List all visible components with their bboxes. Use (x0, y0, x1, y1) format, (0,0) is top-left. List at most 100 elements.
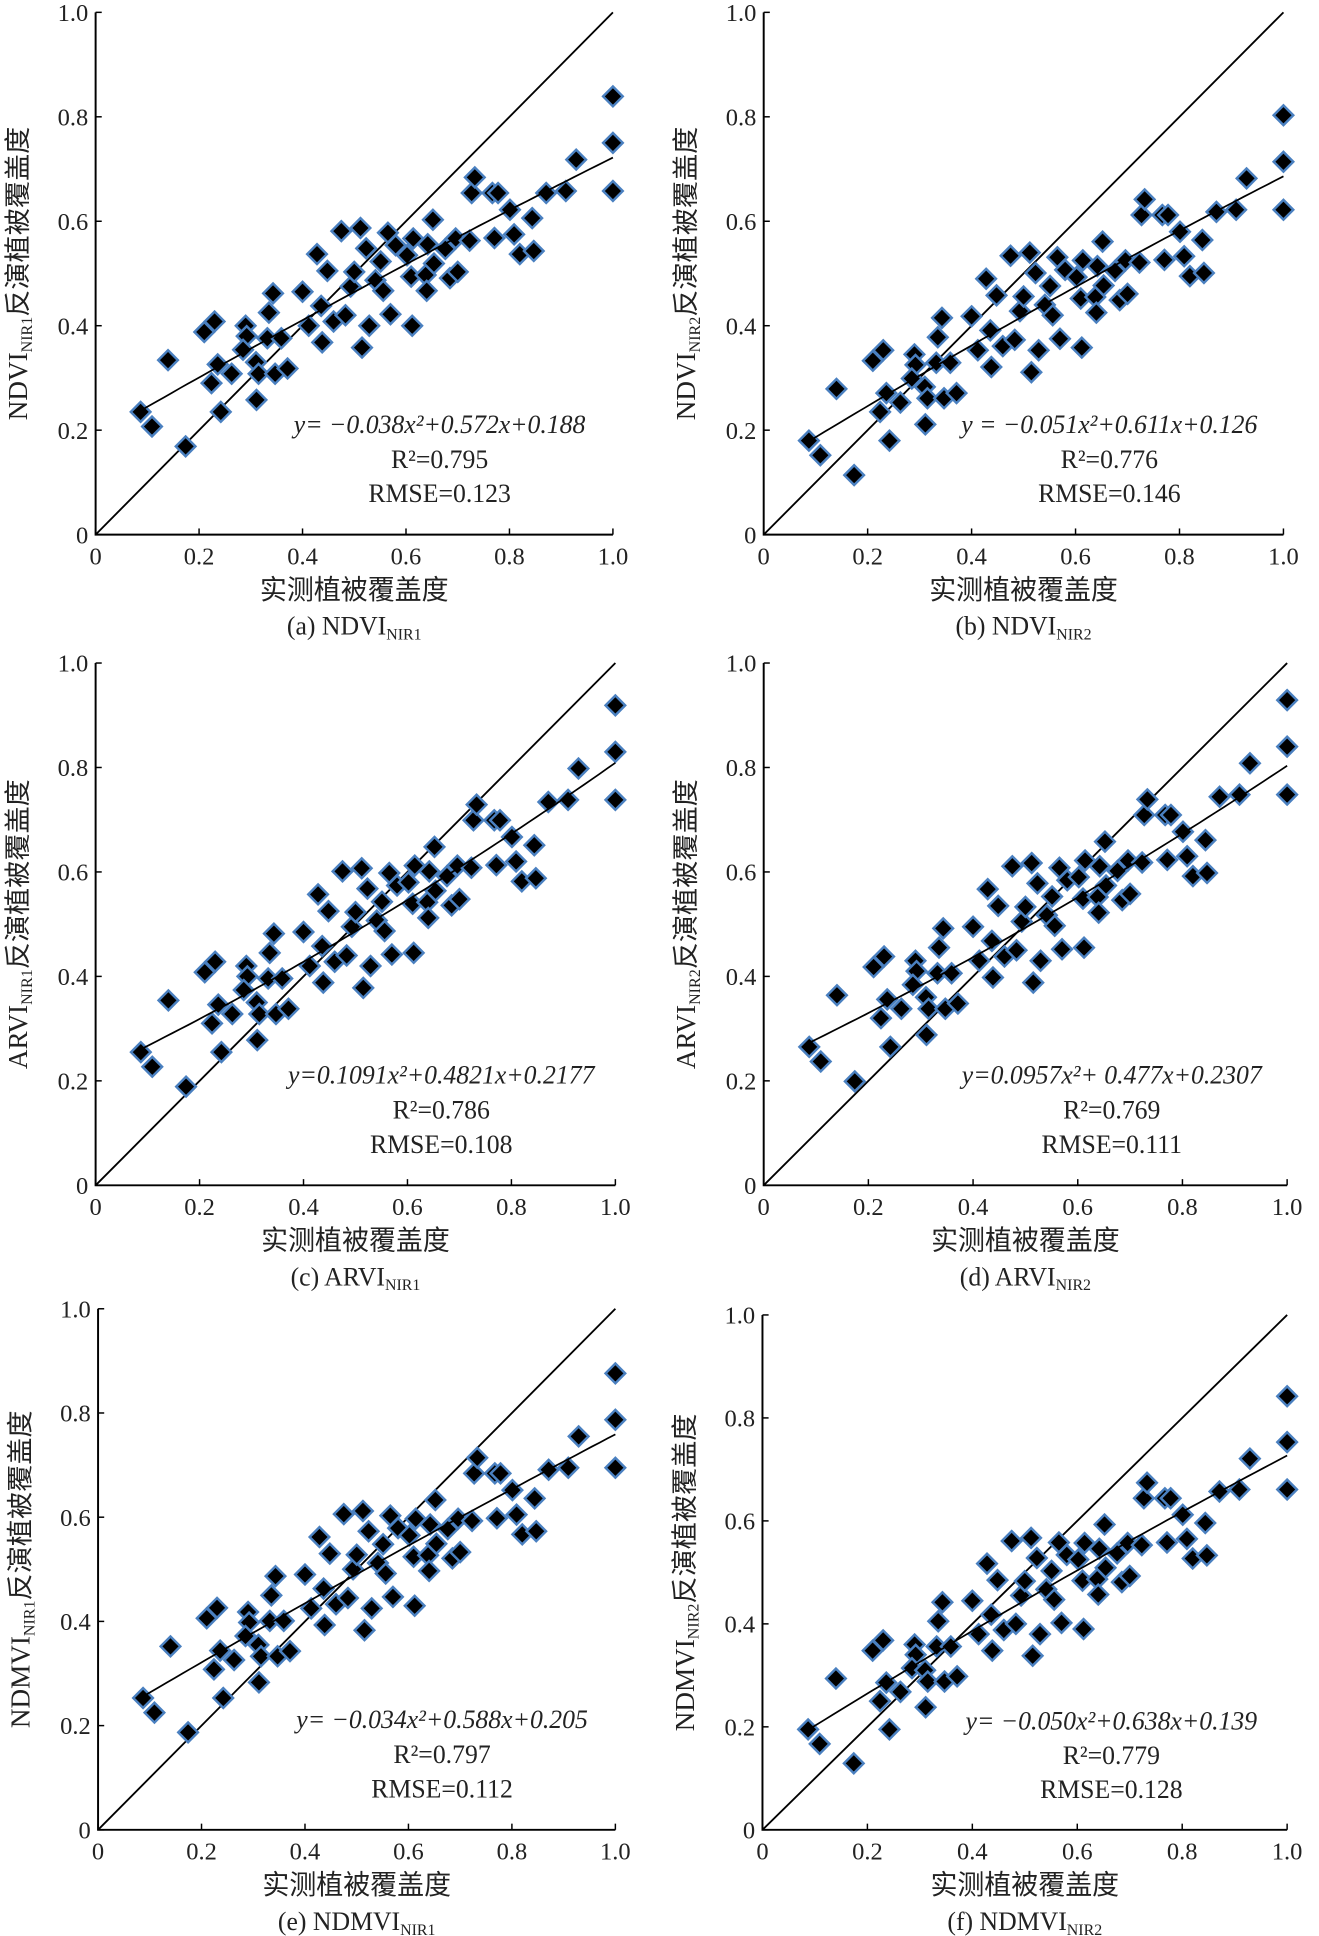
data-point (206, 992, 230, 1017)
y-tick-label: 0.2 (726, 1068, 757, 1095)
x-tick-label: 1.0 (600, 1194, 631, 1221)
y-axis-label: NDVINIR2反演植被覆盖度 (671, 127, 704, 421)
x-tick-label: 0 (89, 543, 101, 570)
y-tick-label: 0.8 (58, 104, 89, 131)
data-point (1093, 830, 1117, 854)
data-point (257, 301, 281, 325)
data-point (502, 222, 526, 246)
data-point (940, 961, 964, 985)
data-point (156, 348, 180, 372)
data-point (424, 1532, 448, 1556)
x-axis-label: 实测植被覆盖度 (261, 1225, 450, 1255)
y-tick-label: 0.2 (58, 1068, 89, 1095)
data-point (140, 414, 164, 439)
panel-caption: (e) NDMVINIR1 (278, 1907, 436, 1936)
data-point (270, 966, 294, 991)
data-point (979, 1602, 1003, 1627)
data-point (421, 208, 445, 232)
data-point (975, 1552, 999, 1576)
data-point (1067, 865, 1091, 889)
data-point (378, 302, 403, 326)
panel-c: 0 0.2 0.4 0.6 0.8 1.0 0 0.2 0.4 0.6 0.8 1.0 y=0.1091… (3, 651, 631, 1295)
data-point (1041, 303, 1065, 327)
data-point (1133, 187, 1157, 211)
data-point (461, 808, 486, 832)
data-point (158, 1634, 183, 1659)
data-point (1040, 884, 1064, 909)
data-point (1094, 1556, 1118, 1580)
data-point (1115, 282, 1140, 306)
data-point (1132, 803, 1156, 827)
y-tick-label: 0 (744, 522, 756, 549)
data-point (1019, 360, 1043, 384)
data-point (404, 1507, 428, 1531)
data-point (1118, 882, 1142, 906)
data-point (1085, 254, 1109, 278)
data-point (458, 228, 482, 253)
fit-curve (808, 765, 1288, 1044)
r-squared: R²=0.795 (391, 445, 488, 474)
data-point (370, 890, 394, 914)
panel-caption: (b) NDVINIR2 (955, 612, 1091, 644)
x-tick-label: 0.4 (956, 543, 987, 570)
rmse: RMSE=0.108 (370, 1130, 512, 1159)
y-tick-label: 0 (76, 522, 88, 549)
data-point (330, 859, 355, 884)
data-point (1172, 244, 1196, 268)
data-point (1235, 166, 1259, 191)
data-point (1130, 203, 1154, 227)
data-point (917, 997, 941, 1021)
data-point (350, 336, 374, 360)
data-point (1029, 949, 1053, 973)
data-point (914, 1695, 938, 1719)
y-tick-label: 0.2 (60, 1713, 91, 1740)
x-axis-label: 实测植被覆盖度 (262, 1870, 451, 1900)
data-point (603, 788, 627, 812)
data-point (1275, 734, 1299, 759)
data-point (1021, 971, 1045, 995)
data-point (1048, 327, 1072, 351)
data-point (291, 920, 316, 944)
data-point (875, 987, 899, 1011)
data-point (1159, 1486, 1183, 1510)
data-point (1130, 850, 1154, 875)
caption-subscript: NIR2 (1067, 1922, 1102, 1936)
data-point (1040, 1559, 1064, 1583)
data-point (872, 944, 896, 969)
data-point (307, 1525, 332, 1549)
data-point (275, 356, 300, 381)
data-point (1116, 1531, 1140, 1555)
data-point (460, 1509, 484, 1533)
data-point (1084, 301, 1108, 325)
rmse: RMSE=0.123 (368, 479, 510, 508)
data-point (205, 1596, 229, 1620)
data-point (985, 1568, 1010, 1592)
x-tick-label: 0.2 (852, 543, 883, 570)
fit-equation: y= −0.050x²+0.638x+0.139 (963, 1706, 1258, 1735)
ylabel-index: ARVI (671, 1005, 701, 1069)
data-point (203, 309, 227, 334)
r-squared: R²=0.786 (393, 1095, 490, 1124)
y-tick-label: 0.6 (58, 209, 89, 236)
x-tick-label: 0 (758, 1194, 770, 1221)
data-point (272, 1609, 296, 1633)
data-point (244, 388, 269, 412)
rmse: RMSE=0.146 (1038, 479, 1181, 508)
data-point (916, 1669, 940, 1694)
y-tick-label: 0.8 (726, 104, 757, 131)
data-point (416, 232, 440, 256)
data-point (868, 400, 892, 424)
data-point (926, 325, 950, 349)
ylabel-subscript: NIR1 (19, 317, 36, 353)
data-point (357, 1519, 381, 1543)
data-point (1050, 937, 1074, 961)
x-tick-label: 1.0 (1268, 543, 1299, 570)
data-point (202, 1657, 226, 1681)
data-point (523, 1486, 547, 1511)
data-point (316, 899, 341, 923)
data-point (1023, 261, 1048, 285)
y-tick-label: 0.4 (724, 1611, 755, 1638)
fit-equation: y= −0.034x²+0.588x+0.205 (293, 1705, 588, 1734)
data-point (369, 249, 393, 274)
y-tick-label: 0.2 (724, 1714, 755, 1741)
